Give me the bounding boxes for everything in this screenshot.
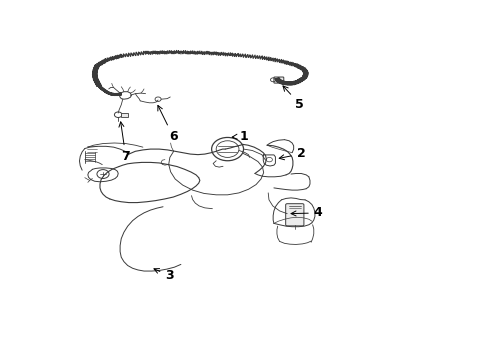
- FancyBboxPatch shape: [274, 77, 284, 83]
- Text: 5: 5: [283, 86, 304, 111]
- Text: 2: 2: [279, 147, 305, 161]
- Bar: [121, 113, 128, 117]
- Text: 4: 4: [291, 206, 322, 220]
- Text: 6: 6: [158, 105, 177, 143]
- Text: 1: 1: [232, 130, 248, 143]
- Text: 3: 3: [154, 269, 174, 282]
- FancyBboxPatch shape: [286, 204, 304, 226]
- Text: 7: 7: [119, 122, 130, 163]
